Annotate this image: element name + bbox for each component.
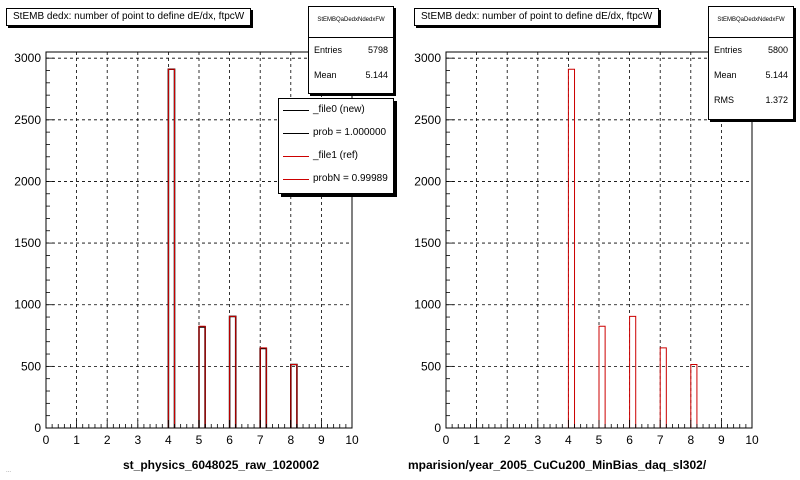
y-tick-label: 0 bbox=[34, 421, 41, 435]
histogram-bar bbox=[567, 68, 576, 428]
left-stats-header: StEMBQaDedxNdedxFW bbox=[309, 7, 393, 38]
x-tick-label: 2 bbox=[104, 433, 111, 447]
histogram-bar bbox=[229, 315, 237, 428]
y-tick-label: 2000 bbox=[14, 174, 41, 188]
right-stats-box: StEMBQaDedxNdedxFW Entries 5800 Mean 5.1… bbox=[708, 6, 794, 120]
right-stats-header: StEMBQaDedxNdedxFW bbox=[709, 7, 793, 38]
legend-line bbox=[283, 179, 309, 180]
histogram-bar bbox=[629, 315, 637, 428]
left-stats-value: 5.144 bbox=[365, 70, 388, 80]
left-stats-row: Mean 5.144 bbox=[309, 63, 393, 88]
x-tick-label: 7 bbox=[657, 433, 664, 447]
y-tick-label: 1000 bbox=[14, 298, 41, 312]
x-tick-label: 7 bbox=[257, 433, 264, 447]
x-tick-label: 1 bbox=[473, 433, 480, 447]
x-tick-label: 0 bbox=[443, 433, 450, 447]
x-tick-label: 9 bbox=[318, 433, 325, 447]
histogram-bar bbox=[659, 347, 667, 428]
right-plot-title: StEMB dedx: number of point to define dE… bbox=[414, 8, 660, 26]
x-tick-label: 4 bbox=[565, 433, 572, 447]
histogram-bar bbox=[259, 347, 267, 428]
left-stats-box: StEMBQaDedxNdedxFW Entries 5798 Mean 5.1… bbox=[308, 6, 394, 94]
x-tick-label: 0 bbox=[43, 433, 50, 447]
y-tick-label: 500 bbox=[21, 359, 41, 373]
right-x-axis-title: mparision/year_2005_CuCu200_MinBias_daq_… bbox=[408, 458, 707, 472]
y-tick-label: 3000 bbox=[414, 51, 441, 65]
right-stats-label: Mean bbox=[714, 70, 737, 80]
y-tick-label: 2000 bbox=[414, 174, 441, 188]
histogram-bar bbox=[198, 325, 206, 428]
histogram-bar bbox=[290, 364, 298, 428]
y-tick-label: 2500 bbox=[14, 113, 41, 127]
footer-caption: ... bbox=[6, 468, 12, 474]
x-tick-label: 3 bbox=[134, 433, 141, 447]
left-stats-value: 5798 bbox=[367, 45, 388, 55]
legend-label: prob = 1.000000 bbox=[313, 127, 387, 138]
y-tick-label: 1500 bbox=[414, 236, 441, 250]
right-stats-row: Entries 5800 bbox=[709, 38, 793, 63]
left-x-axis-title: st_physics_6048025_raw_1020002 bbox=[123, 458, 320, 472]
left-stats-row: Entries 5798 bbox=[309, 38, 393, 63]
legend-line bbox=[283, 110, 309, 111]
x-tick-label: 10 bbox=[345, 433, 359, 447]
right-stats-row: RMS 1.372 bbox=[709, 88, 793, 113]
x-tick-label: 4 bbox=[165, 433, 172, 447]
left-legend: _file0 (new) prob = 1.000000 _file1 (ref… bbox=[278, 98, 394, 194]
right-stats-value: 1.372 bbox=[765, 95, 788, 105]
x-tick-label: 2 bbox=[504, 433, 511, 447]
y-tick-label: 3000 bbox=[14, 51, 41, 65]
x-tick-label: 5 bbox=[196, 433, 203, 447]
right-stats-label: RMS bbox=[714, 95, 734, 105]
x-tick-label: 6 bbox=[226, 433, 233, 447]
histogram-bar bbox=[598, 325, 606, 428]
right-histogram-plot: 0 1 2 3 4 5 6 7 8 9 10 0 500 1000 1500 2000 2500 3000 bbox=[414, 51, 759, 447]
histogram-bar bbox=[690, 364, 698, 428]
legend-line bbox=[283, 156, 309, 157]
y-tick-label: 1500 bbox=[14, 236, 41, 250]
x-tick-label: 8 bbox=[687, 433, 694, 447]
left-stats-label: Mean bbox=[314, 70, 337, 80]
legend-line bbox=[283, 133, 309, 134]
left-plot-title: StEMB dedx: number of point to define dE… bbox=[6, 8, 252, 26]
right-stats-row: Mean 5.144 bbox=[709, 63, 793, 88]
legend-label: _file1 (ref) bbox=[313, 150, 359, 161]
y-tick-label: 0 bbox=[434, 421, 441, 435]
right-stats-value: 5800 bbox=[767, 45, 788, 55]
right-stats-value: 5.144 bbox=[765, 70, 788, 80]
x-tick-label: 6 bbox=[626, 433, 633, 447]
x-tick-label: 5 bbox=[596, 433, 603, 447]
x-tick-label: 8 bbox=[287, 433, 294, 447]
histogram-bar bbox=[167, 68, 176, 428]
y-tick-label: 2500 bbox=[414, 113, 441, 127]
right-stats-label: Entries bbox=[714, 45, 743, 55]
x-tick-label: 10 bbox=[745, 433, 759, 447]
y-tick-label: 500 bbox=[421, 359, 441, 373]
x-tick-label: 1 bbox=[73, 433, 80, 447]
legend-label: probN = 0.99989 bbox=[313, 173, 388, 184]
x-tick-label: 9 bbox=[718, 433, 725, 447]
x-tick-label: 3 bbox=[534, 433, 541, 447]
y-tick-label: 1000 bbox=[414, 298, 441, 312]
legend-label: _file0 (new) bbox=[313, 104, 365, 115]
left-stats-label: Entries bbox=[314, 45, 343, 55]
